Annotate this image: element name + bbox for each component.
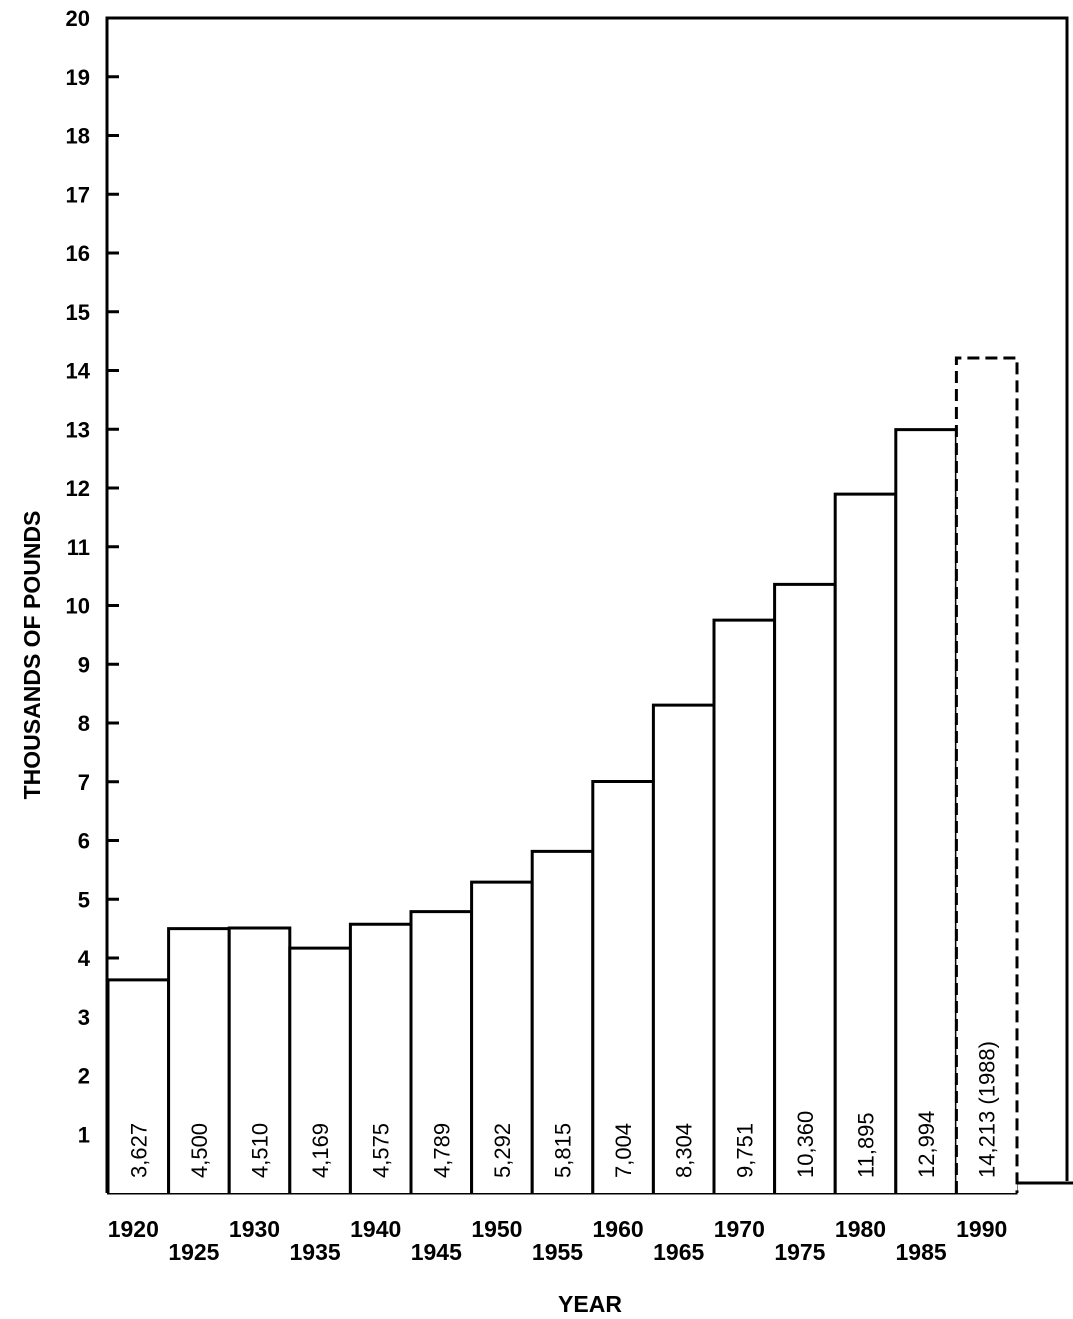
bar-1980	[833, 492, 898, 1193]
y-tick-label: 8	[78, 711, 90, 736]
bar-1985	[894, 428, 958, 1193]
x-tick-label: 1965	[653, 1239, 704, 1265]
y-tick-label: 11	[67, 535, 90, 560]
y-tick-label: 17	[66, 182, 90, 207]
y-axis-title: THOUSANDS OF POUNDS	[19, 511, 45, 800]
y-tick-label: 12	[66, 476, 90, 501]
y-tick-label: 4	[78, 946, 91, 971]
x-tick-label: 1985	[896, 1239, 947, 1265]
bar-value-label: 4,575	[369, 1123, 394, 1178]
y-tick-label: 6	[78, 829, 90, 854]
x-tick-label: 1975	[774, 1239, 825, 1265]
bar-value-label: 4,169	[308, 1123, 333, 1178]
y-tick-label: 9	[78, 652, 90, 677]
bar-1965	[651, 703, 716, 1193]
x-tick-label: 1955	[532, 1239, 583, 1265]
y-tick-label: 19	[66, 65, 90, 90]
y-tick-label: 15	[66, 300, 90, 325]
y-tick-label: 10	[66, 594, 90, 619]
y-tick-label: 5	[78, 887, 90, 912]
x-tick-label: 1920	[108, 1216, 159, 1242]
x-tick-label: 1980	[835, 1216, 886, 1242]
y-tick-label: 1	[78, 1122, 90, 1147]
bar-value-label: 14,213 (1988)	[975, 1041, 1000, 1178]
y-tick-label: 14	[66, 359, 91, 384]
y-tick-label: 20	[66, 6, 90, 31]
bar-value-label: 10,360	[793, 1111, 818, 1178]
x-axis-title: YEAR	[558, 1291, 622, 1317]
bar-value-label: 4,500	[187, 1123, 212, 1178]
x-tick-label: 1950	[471, 1216, 522, 1242]
x-axis: 1920 1925 1930 1935 1940 1945 1950 1955 1960 1965…	[108, 1216, 1008, 1265]
x-tick-label: 1960	[593, 1216, 644, 1242]
y-tick-label: 16	[66, 241, 90, 266]
bar-1990	[954, 356, 1019, 1193]
bar-value-label: 3,627	[126, 1123, 151, 1178]
x-tick-label: 1935	[290, 1239, 341, 1265]
bar-value-label: 12,994	[914, 1111, 939, 1178]
x-tick-label: 1945	[411, 1239, 462, 1265]
y-tick-label: 2	[78, 1064, 90, 1089]
bar-1970	[712, 618, 777, 1193]
x-tick-label: 1925	[168, 1239, 219, 1265]
bar-value-label: 7,004	[611, 1123, 636, 1178]
x-tick-label: 1930	[229, 1216, 280, 1242]
y-tick-label: 7	[78, 770, 90, 795]
x-tick-label: 1970	[714, 1216, 765, 1242]
bar-value-label: 5,815	[551, 1123, 576, 1178]
bar-value-label: 4,789	[429, 1123, 454, 1178]
bar-value-label: 9,751	[732, 1123, 757, 1178]
x-tick-label: 1990	[956, 1216, 1007, 1242]
bar-value-label: 5,292	[490, 1123, 515, 1178]
bar-value-label: 11,895	[854, 1112, 879, 1178]
x-tick-label: 1940	[350, 1216, 401, 1242]
bar-1975	[773, 582, 837, 1193]
bar-value-label: 8,304	[672, 1123, 697, 1178]
y-tick-label: 13	[66, 417, 90, 442]
bar-value-label: 4,510	[248, 1123, 273, 1178]
y-tick-label: 3	[78, 1005, 90, 1030]
y-tick-label: 18	[66, 124, 90, 149]
bars: 3,627 4,500 4,510 4,169 4,575 4,789 5,292 5,815…	[106, 356, 1019, 1193]
